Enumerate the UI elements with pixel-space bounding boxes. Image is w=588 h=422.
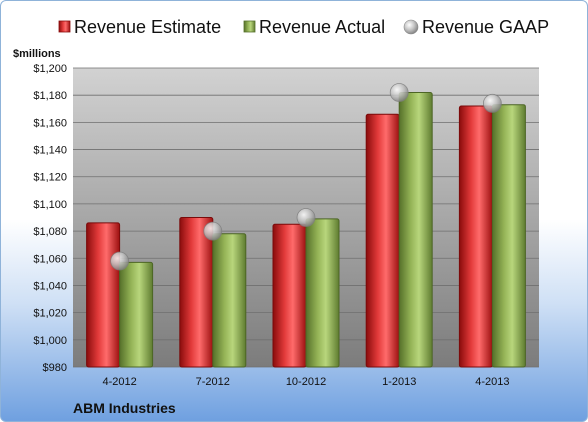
bar-revenue-estimate: [458, 105, 493, 368]
y-tick-label: $1,160: [33, 117, 67, 129]
y-tick-label: $980: [43, 362, 67, 374]
legend-label-revenue-actual: Revenue Actual: [259, 17, 385, 37]
legend-label-revenue-gaap: Revenue GAAP: [422, 17, 549, 37]
legend-label-revenue-estimate: Revenue Estimate: [74, 17, 221, 37]
x-tick-label: 4-2013: [475, 376, 509, 388]
y-tick-label: $1,120: [33, 172, 67, 184]
legend-marker-revenue-gaap: [403, 19, 419, 35]
x-tick-label: 1-2013: [382, 376, 416, 388]
y-tick-label: $1,200: [33, 63, 67, 75]
y-tick-label: $1,140: [33, 145, 67, 157]
x-tick-label: 10-2012: [286, 376, 326, 388]
marker-revenue-gaap: [203, 221, 223, 241]
chart-legend: Revenue Estimate Revenue Actual Revenue …: [58, 17, 549, 37]
marker-revenue-gaap: [110, 251, 129, 271]
gaap-markers: [110, 83, 502, 271]
marker-revenue-gaap: [389, 83, 409, 102]
x-axis-labels: 4-2012 7-2012 10-2012 1-2013 4-2013: [102, 376, 509, 388]
bar-revenue-actual: [119, 261, 154, 368]
y-tick-label: $1,040: [33, 280, 67, 292]
y-tick-label: $1,060: [33, 253, 67, 265]
marker-revenue-gaap: [482, 93, 502, 113]
y-tick-label: $1,180: [33, 90, 67, 102]
bar-revenue-estimate: [86, 222, 121, 368]
bars: [86, 91, 526, 368]
y-tick-label: $1,080: [33, 226, 67, 238]
y-tick-label: $1,020: [33, 308, 67, 320]
bar-revenue-estimate: [272, 223, 307, 368]
bar-revenue-estimate: [179, 217, 214, 368]
bar-revenue-actual: [305, 218, 340, 368]
x-tick-label: 7-2012: [196, 376, 230, 388]
legend-swatch-revenue-actual: [243, 20, 256, 33]
marker-revenue-gaap: [296, 208, 316, 227]
company-name: ABM Industries: [73, 400, 176, 416]
y-tick-label: $1,000: [33, 335, 67, 347]
bar-revenue-actual: [491, 104, 526, 368]
bar-revenue-actual: [398, 91, 433, 368]
bar-revenue-estimate: [365, 113, 400, 368]
legend-swatch-revenue-estimate: [58, 20, 71, 33]
x-tick-label: 4-2012: [102, 376, 136, 388]
y-tick-label: $1,100: [33, 199, 67, 211]
y-axis-ticks: $980 $1,000 $1,020 $1,040 $1,060 $1,080 $1,100…: [33, 63, 67, 374]
y-axis-unit-label: $millions: [13, 48, 61, 60]
bar-revenue-actual: [212, 233, 247, 368]
